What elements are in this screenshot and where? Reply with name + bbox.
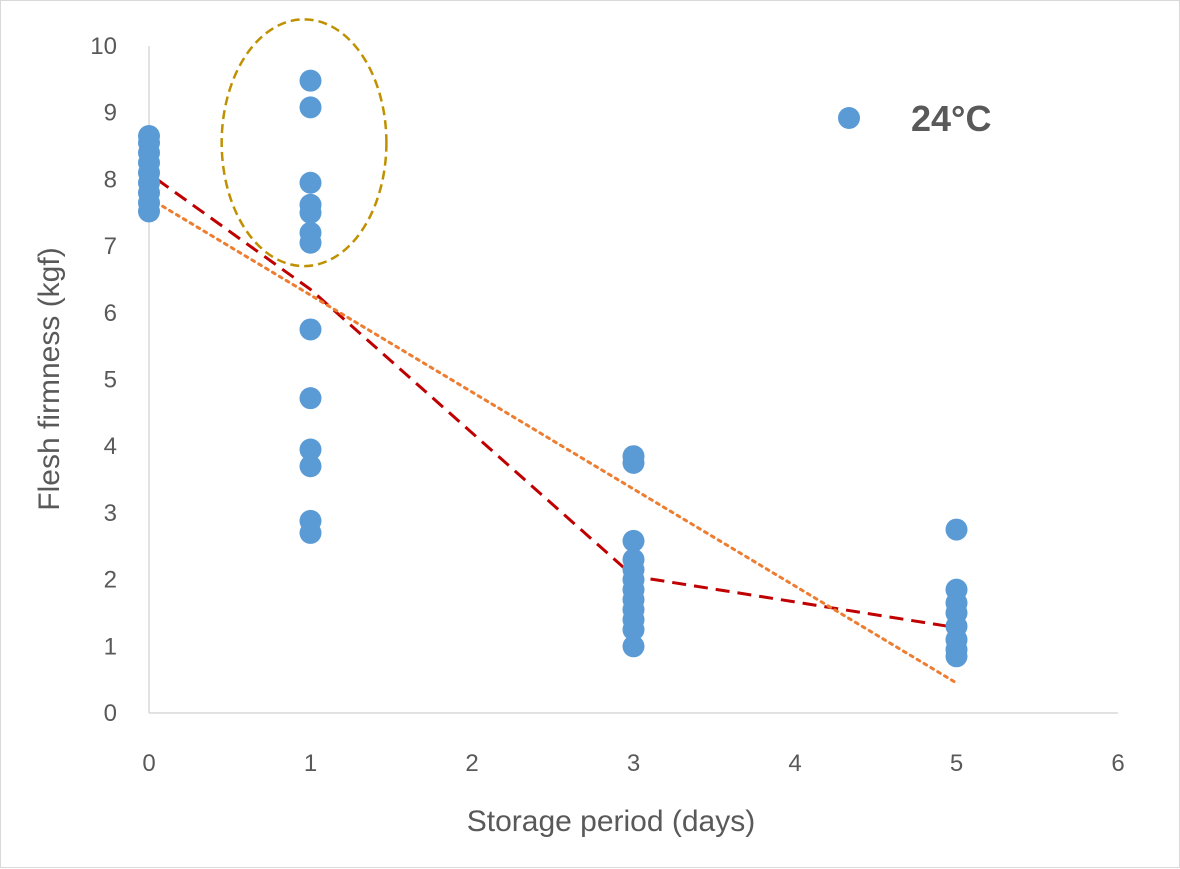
data-point [299,171,322,194]
x-tick-labels: 0 1 2 3 4 5 6 [142,750,1124,777]
data-point [299,96,322,119]
y-tick-label: 8 [104,166,117,193]
y-tick-label: 2 [104,567,117,594]
data-point [299,231,322,254]
x-tick-label: 6 [1111,750,1124,777]
x-tick-label: 1 [304,750,317,777]
data-point [945,518,968,541]
data-point [299,455,322,478]
data-point [299,69,322,92]
y-tick-label: 5 [104,367,117,394]
legend-label-24c: 24°C [911,98,991,139]
x-tick-label: 3 [627,750,640,777]
x-tick-label: 2 [465,750,478,777]
x-tick-label: 4 [788,750,801,777]
data-point [622,451,645,474]
y-tick-label: 4 [104,433,117,460]
y-tick-label: 7 [104,233,117,260]
data-point [945,645,968,668]
legend: 24°C [838,98,991,139]
annotations [220,18,388,268]
x-axis-title: Storage period (days) [467,805,756,838]
dotted-trend-line [147,196,958,685]
data-point [299,521,322,544]
dashed-trend-line [156,178,957,630]
x-tick-label: 5 [950,750,963,777]
data-point [622,618,645,641]
y-tick-label: 0 [104,700,117,727]
legend-marker [838,107,860,129]
y-axis-title: Flesh firmness (kgf) [33,247,66,510]
y-tick-label: 9 [104,100,117,127]
y-tick-label: 6 [104,300,117,327]
highlight-ellipse [220,18,388,268]
data-point [622,635,645,658]
data-point [299,318,322,341]
y-tick-labels: 0 1 2 3 4 5 6 7 8 9 10 [90,33,117,727]
y-tick-label: 3 [104,500,117,527]
data-point [299,387,322,410]
x-tick-label: 0 [142,750,155,777]
y-tick-label: 1 [104,633,117,660]
trend-lines [147,178,958,685]
data-point [299,438,322,461]
data-point [622,529,645,552]
data-point [299,201,322,224]
data-points [138,69,968,668]
y-tick-label: 10 [90,33,117,60]
data-point [138,200,160,223]
